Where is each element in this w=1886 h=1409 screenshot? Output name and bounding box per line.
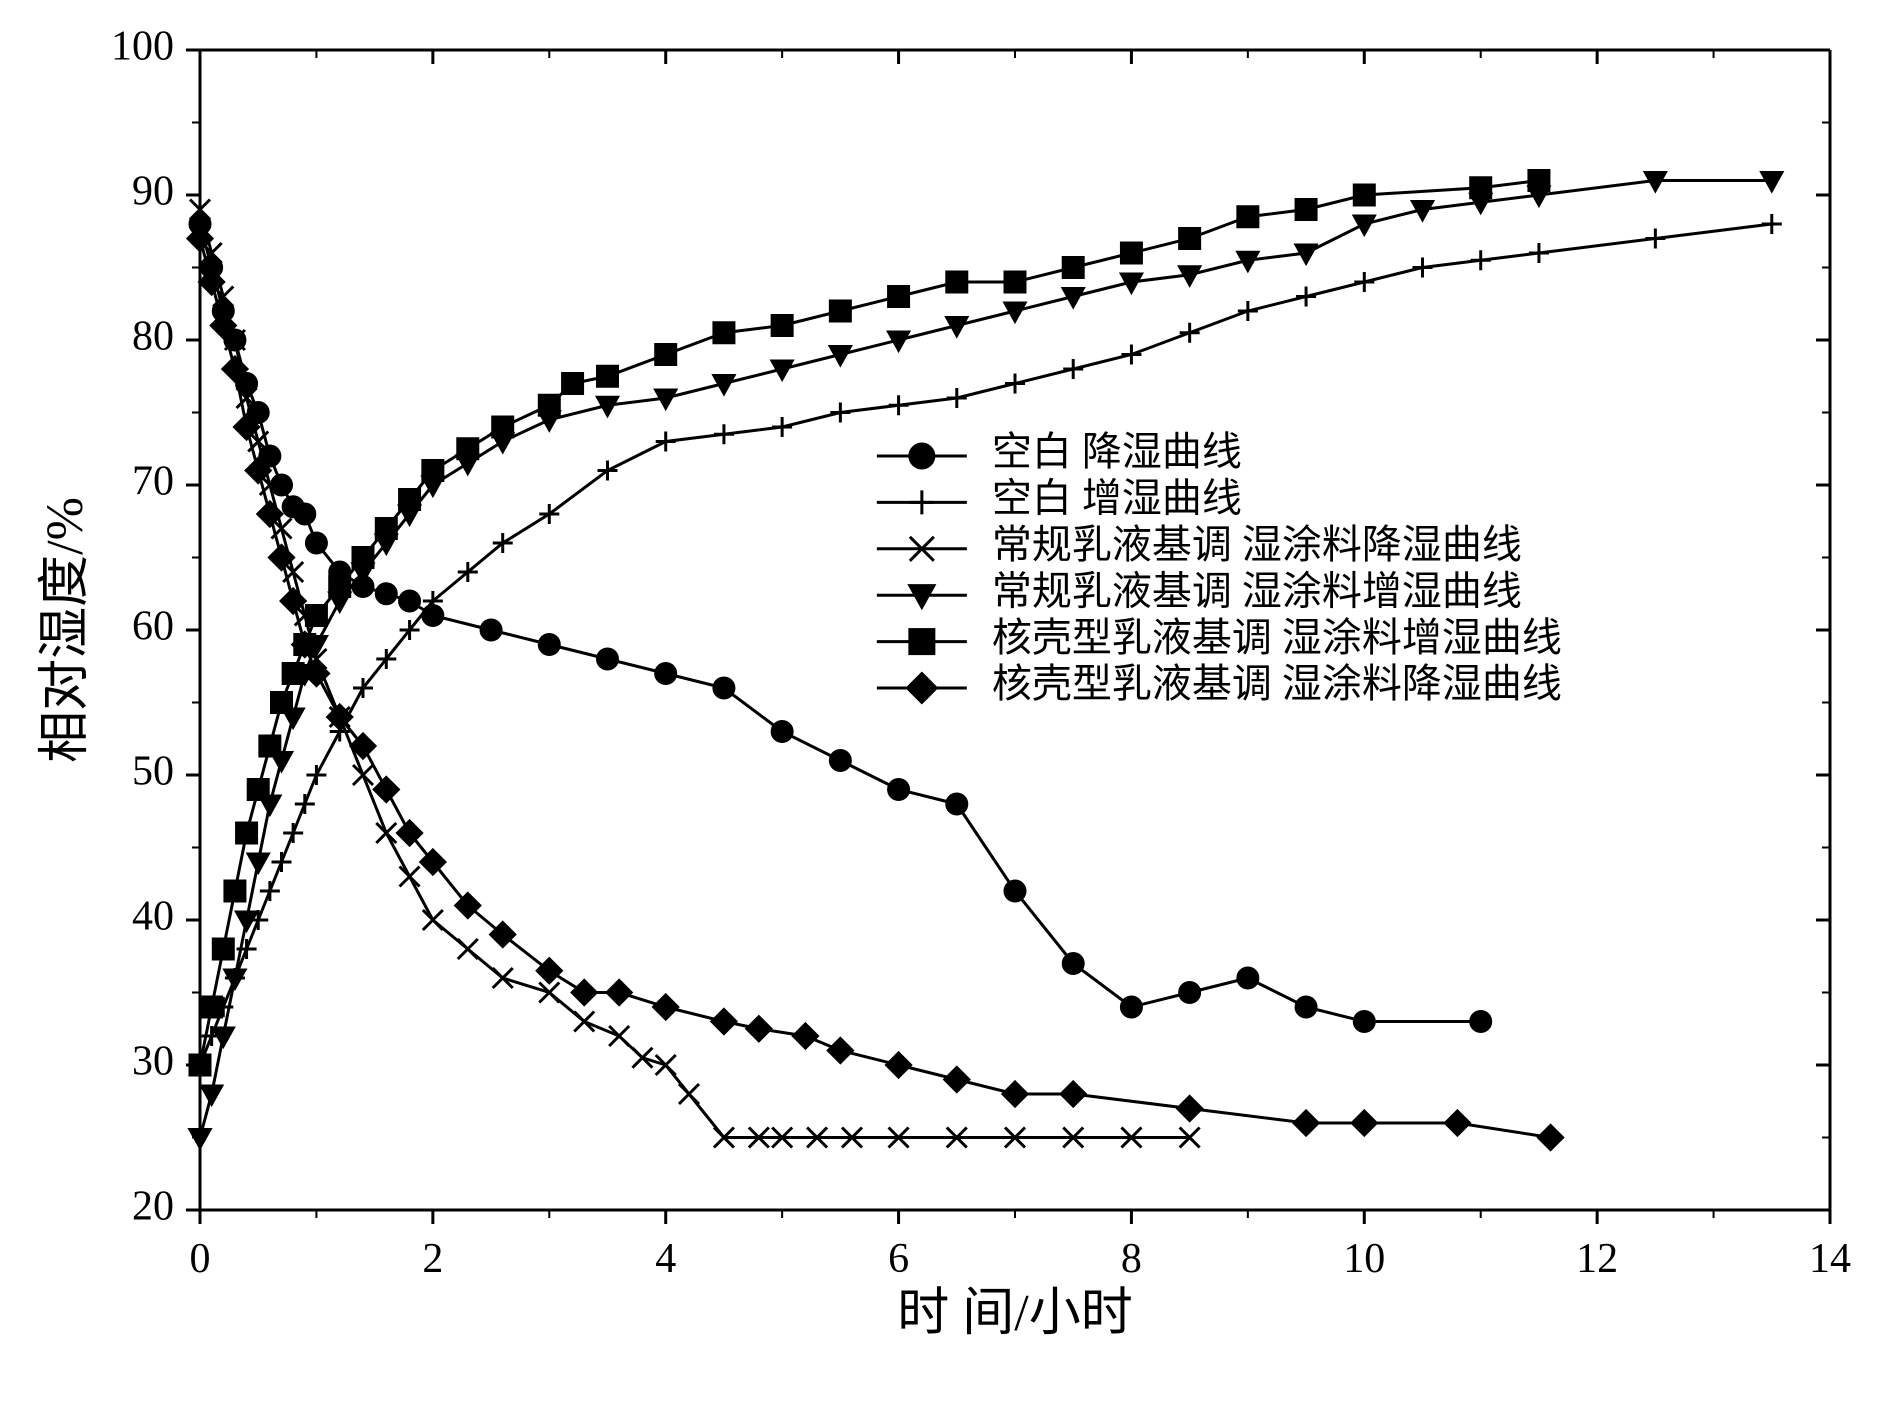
legend-label-3: 常规乳液基调 湿涂料增湿曲线 (992, 568, 1522, 613)
svg-text:80: 80 (132, 314, 174, 360)
svg-text:70: 70 (132, 459, 174, 505)
legend-label-5: 核壳型乳液基调 湿涂料降湿曲线 (992, 661, 1562, 706)
svg-text:12: 12 (1576, 1236, 1618, 1282)
legend-label-2: 常规乳液基调 湿涂料降湿曲线 (992, 522, 1522, 567)
svg-text:10: 10 (1343, 1236, 1385, 1282)
svg-text:40: 40 (132, 894, 174, 940)
svg-text:6: 6 (888, 1236, 909, 1282)
svg-text:20: 20 (132, 1184, 174, 1230)
legend-label-1: 空白 增湿曲线 (992, 476, 1242, 521)
svg-text:90: 90 (132, 169, 174, 215)
svg-text:14: 14 (1809, 1236, 1851, 1282)
svg-text:100: 100 (111, 24, 174, 70)
svg-text:相对湿度/%: 相对湿度/% (37, 497, 94, 763)
svg-text:时 间/小时: 时 间/小时 (897, 1285, 1132, 1342)
svg-text:50: 50 (132, 749, 174, 795)
humidity-chart: 0 2 4 6 8 10 12 14 20 30 40 50 60 70 80 90 100 时 间/小时 相对湿度… (0, 0, 1886, 1409)
svg-text:0: 0 (190, 1236, 211, 1282)
svg-text:30: 30 (132, 1039, 174, 1085)
svg-text:60: 60 (132, 604, 174, 650)
svg-text:8: 8 (1121, 1236, 1142, 1282)
legend-label-4: 核壳型乳液基调 湿涂料增湿曲线 (992, 615, 1562, 660)
svg-text:4: 4 (655, 1236, 676, 1282)
legend-label-0: 空白 降湿曲线 (992, 429, 1242, 474)
chart-container: 0 2 4 6 8 10 12 14 20 30 40 50 60 70 80 90 100 时 间/小时 相对湿度… (0, 0, 1886, 1409)
svg-text:2: 2 (422, 1236, 443, 1282)
